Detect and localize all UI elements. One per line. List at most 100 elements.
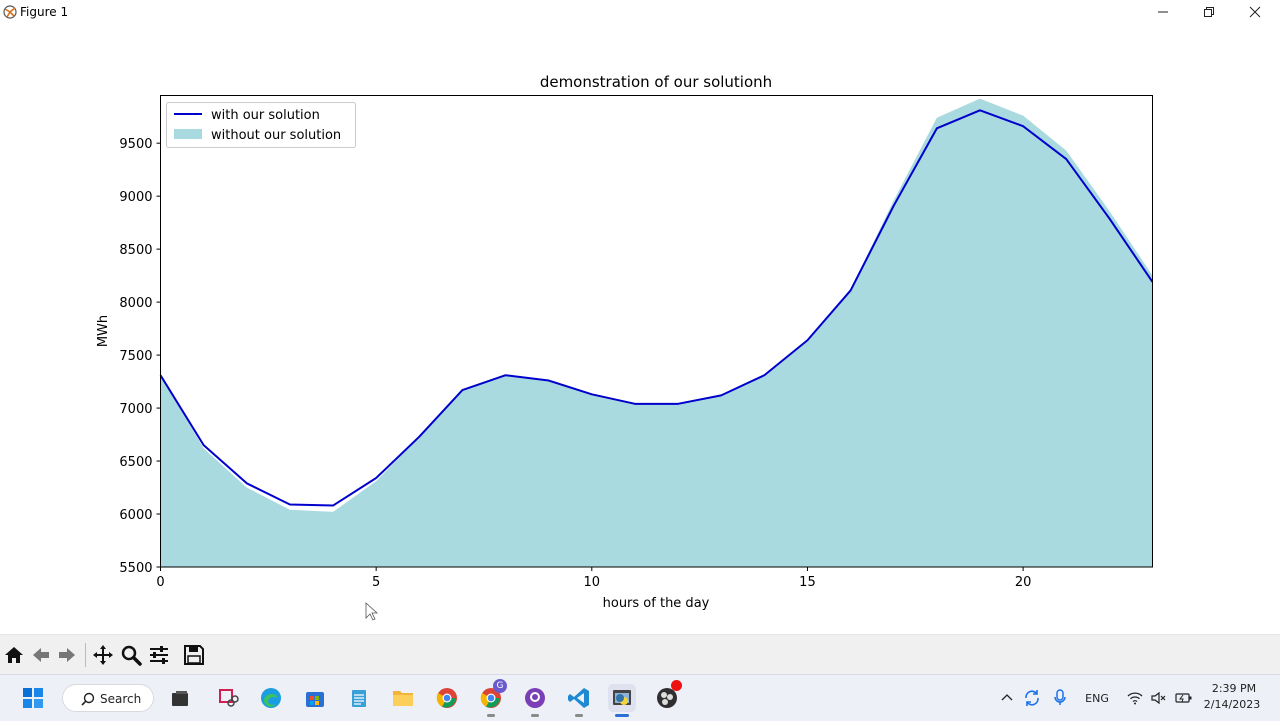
profile-badge: G xyxy=(493,679,507,693)
matplotlib-app-icon xyxy=(3,5,17,19)
x-tick-label: 5 xyxy=(372,575,380,590)
taskbar-vscode[interactable] xyxy=(565,684,593,717)
clock-date[interactable]: 2/14/2023 xyxy=(1203,698,1261,711)
battery-charging-icon xyxy=(1175,693,1192,703)
home-icon xyxy=(5,647,23,663)
legend-box xyxy=(166,102,356,148)
sync-tray-button[interactable] xyxy=(1022,688,1042,708)
line-with-our-solution xyxy=(159,109,1154,507)
taskbar-terminal[interactable] xyxy=(166,684,194,712)
clock-time[interactable]: 2:39 PM xyxy=(1211,682,1257,695)
volume-tray-button[interactable] xyxy=(1150,688,1168,708)
home-button[interactable] xyxy=(2,643,26,667)
window-titlebar: Figure 1 xyxy=(0,0,1280,24)
running-indicator xyxy=(531,714,539,717)
x-tick-label: 10 xyxy=(584,575,601,590)
x-tick-label: 0 xyxy=(156,575,164,590)
terminal-icon xyxy=(172,691,188,706)
notepad-icon xyxy=(352,690,366,707)
y-tick-label: 7500 xyxy=(119,349,152,364)
y-tick-label: 8500 xyxy=(119,243,152,258)
battery-tray-button[interactable] xyxy=(1174,688,1194,708)
minimize-button[interactable] xyxy=(1140,0,1186,24)
zoom-icon xyxy=(121,645,142,666)
chrome-icon xyxy=(480,688,501,708)
area-without-our-solution xyxy=(160,98,1153,568)
start-button[interactable] xyxy=(19,684,47,712)
edge-browser-icon xyxy=(261,688,281,708)
restore-button[interactable] xyxy=(1186,0,1232,24)
taskbar-python-figure[interactable] xyxy=(608,684,636,717)
taskbar-edge[interactable] xyxy=(257,684,285,712)
y-tick-label: 7000 xyxy=(119,402,152,417)
legend-label-without: without our solution xyxy=(211,128,341,143)
taskbar-github-desktop[interactable] xyxy=(521,684,549,717)
obs-icon xyxy=(657,688,677,708)
microsoft-store-icon xyxy=(306,692,324,707)
restore-icon xyxy=(1204,7,1214,17)
folder-icon xyxy=(393,691,413,706)
minimize-icon xyxy=(1158,11,1168,13)
figure-toolbar xyxy=(0,634,1280,675)
snipping-tool-icon xyxy=(219,689,239,707)
pan-icon xyxy=(93,645,113,665)
chart-title: demonstration of our solutionh xyxy=(540,73,772,91)
y-axis-label: MWh xyxy=(96,315,111,347)
taskbar-notepad[interactable] xyxy=(345,684,373,712)
close-button[interactable] xyxy=(1232,0,1278,24)
y-tick-label: 6500 xyxy=(119,455,152,470)
wifi-icon xyxy=(1127,692,1143,705)
back-button[interactable] xyxy=(29,643,53,667)
y-tick-label: 9000 xyxy=(119,190,152,205)
taskbar-snipping-tool[interactable] xyxy=(214,684,242,712)
language-indicator: ENG xyxy=(1085,691,1109,705)
github-icon xyxy=(525,688,545,708)
volume-muted-icon xyxy=(1151,691,1166,705)
microphone-tray-button[interactable] xyxy=(1052,688,1068,708)
taskbar-search[interactable]: Search xyxy=(62,684,154,712)
sync-icon xyxy=(1025,690,1039,706)
recording-badge-icon xyxy=(671,680,682,691)
y-tick-label: 6000 xyxy=(119,508,152,523)
back-arrow-icon xyxy=(33,648,49,662)
running-indicator xyxy=(575,714,583,717)
window-title: Figure 1 xyxy=(20,5,69,19)
save-icon xyxy=(184,645,204,665)
x-tick-label: 15 xyxy=(799,575,816,590)
legend-label-with: with our solution xyxy=(211,108,320,123)
input-language-button[interactable]: ENG xyxy=(1080,688,1114,708)
toolbar-separator xyxy=(85,643,86,667)
configure-subplots-button[interactable] xyxy=(147,643,171,667)
chevron-up-icon xyxy=(1001,694,1013,701)
search-label: Search xyxy=(100,692,142,706)
save-button[interactable] xyxy=(182,643,206,667)
python-window-icon xyxy=(613,690,631,705)
forward-button[interactable] xyxy=(55,643,79,667)
mouse-cursor xyxy=(365,602,379,621)
zoom-button[interactable] xyxy=(119,643,143,667)
x-tick-label: 20 xyxy=(1015,575,1032,590)
vscode-icon xyxy=(568,688,589,708)
y-tick-label: 9500 xyxy=(119,137,152,152)
y-tick-label: 5500 xyxy=(119,561,152,576)
taskbar-chrome[interactable] xyxy=(433,684,461,712)
windows-logo-icon xyxy=(23,688,43,708)
microphone-icon xyxy=(1054,689,1066,705)
active-indicator xyxy=(615,714,629,717)
running-indicator xyxy=(487,714,495,717)
y-tick-label: 8000 xyxy=(119,296,152,311)
search-icon xyxy=(81,692,95,706)
pan-button[interactable] xyxy=(91,643,115,667)
taskbar-file-explorer[interactable] xyxy=(389,684,417,712)
close-icon xyxy=(1249,6,1261,18)
taskbar-store[interactable] xyxy=(301,684,329,712)
forward-arrow-icon xyxy=(59,648,75,662)
legend-area-swatch xyxy=(174,129,202,139)
os-taskbar: Search G xyxy=(0,674,1280,721)
taskbar-chrome-profile[interactable]: G xyxy=(477,679,507,717)
show-hidden-icons-button[interactable] xyxy=(998,688,1016,708)
figure-canvas: demonstration of our solutionh 0 5 10 15 20 … xyxy=(0,24,1280,634)
taskbar-obs[interactable] xyxy=(653,680,682,712)
wifi-tray-button[interactable] xyxy=(1126,688,1144,708)
configure-subplots-icon xyxy=(150,646,168,664)
